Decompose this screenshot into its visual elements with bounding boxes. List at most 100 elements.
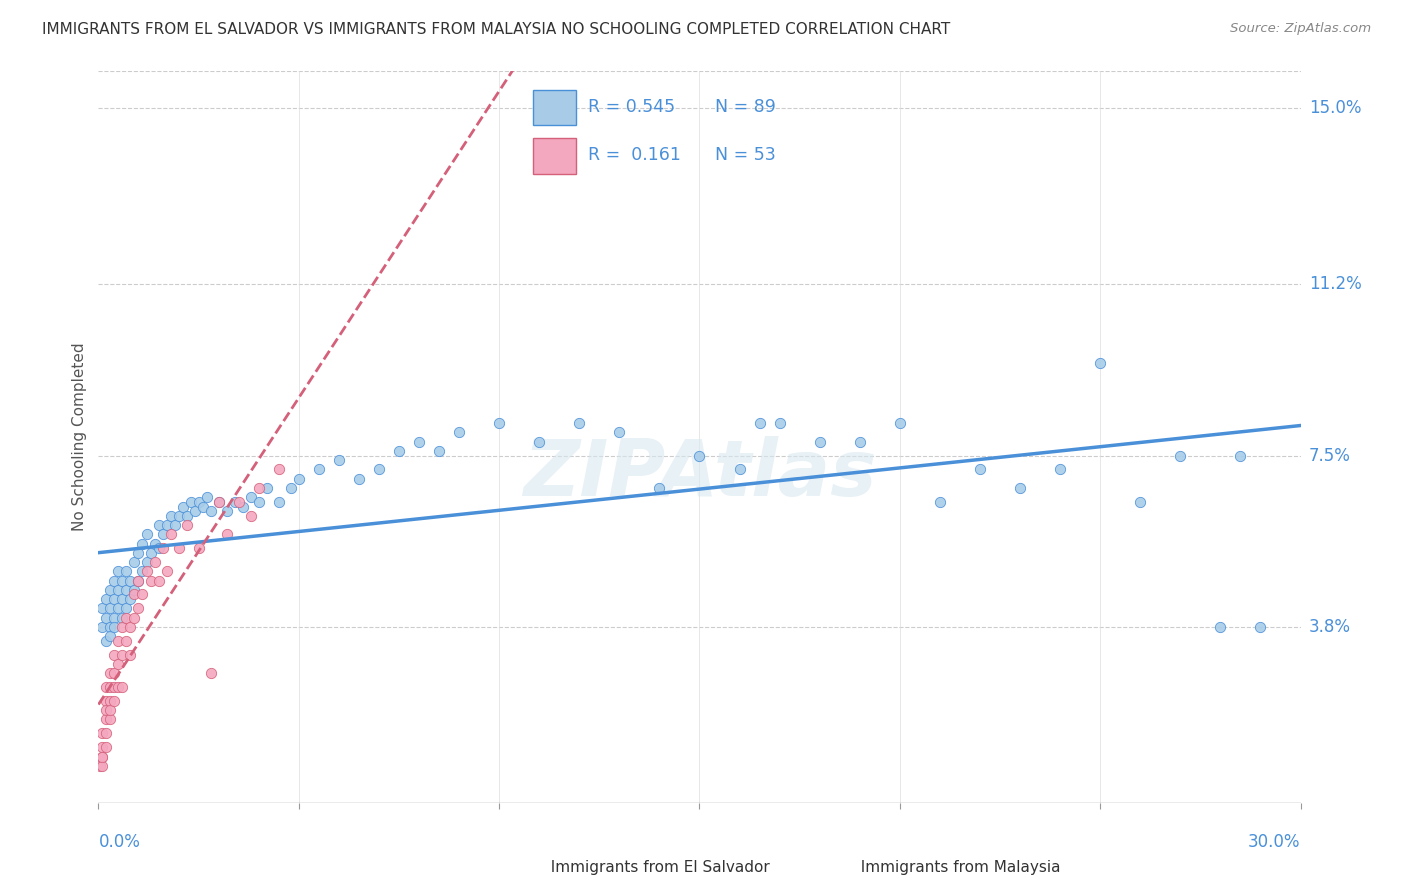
Text: 15.0%: 15.0% (1309, 99, 1361, 118)
Point (135, 527, 157, 541)
Point (1209, 620, 1232, 634)
Point (103, 592, 125, 607)
Text: N = 53: N = 53 (716, 146, 776, 164)
Text: ZIPAtlas: ZIPAtlas (523, 435, 876, 512)
Point (111, 648, 134, 662)
Point (247, 495, 270, 509)
Point (115, 601, 138, 615)
Point (96, 592, 118, 607)
Point (115, 610, 138, 624)
Point (124, 582, 146, 597)
Point (111, 680, 134, 694)
Point (929, 495, 952, 509)
Point (228, 495, 250, 509)
Point (1229, 449, 1251, 463)
Point (103, 610, 125, 624)
Point (96, 703, 118, 717)
Point (176, 518, 198, 533)
Point (103, 648, 125, 662)
Point (167, 508, 190, 523)
Point (96, 713, 118, 727)
Point (120, 648, 142, 662)
Text: 30.0%: 30.0% (1249, 833, 1301, 851)
Point (200, 504, 222, 518)
Point (111, 592, 134, 607)
Point (100, 601, 122, 615)
Point (488, 416, 510, 430)
Point (208, 495, 231, 509)
Point (328, 453, 350, 467)
Point (124, 610, 146, 624)
Point (107, 601, 129, 615)
Point (187, 541, 209, 556)
Point (1170, 449, 1192, 463)
Text: Source: ZipAtlas.com: Source: ZipAtlas.com (1230, 22, 1371, 36)
Point (187, 495, 209, 509)
Point (1049, 462, 1071, 476)
Point (107, 582, 129, 597)
Point (969, 462, 991, 476)
Point (89, 758, 111, 772)
Point (91, 726, 114, 740)
Point (107, 657, 129, 671)
Point (128, 574, 150, 588)
Point (91, 601, 114, 615)
Point (96, 610, 118, 624)
Point (388, 444, 411, 458)
Point (120, 574, 142, 588)
Point (91, 758, 114, 772)
Point (111, 574, 134, 588)
Point (103, 666, 125, 681)
Text: 3.8%: 3.8% (1309, 618, 1351, 636)
Point (208, 495, 231, 509)
Point (96, 680, 118, 694)
Point (107, 633, 129, 648)
Point (163, 518, 186, 533)
Point (100, 629, 122, 643)
Point (111, 610, 134, 624)
Point (91, 749, 114, 764)
Point (191, 500, 214, 514)
Point (135, 555, 157, 569)
Point (176, 508, 198, 523)
Point (120, 592, 142, 607)
Point (120, 620, 142, 634)
Point (529, 434, 551, 449)
Point (768, 416, 790, 430)
Text: IMMIGRANTS FROM EL SALVADOR VS IMMIGRANTS FROM MALAYSIA NO SCHOOLING COMPLETED C: IMMIGRANTS FROM EL SALVADOR VS IMMIGRANT… (42, 22, 950, 37)
Point (128, 574, 150, 588)
Point (103, 680, 125, 694)
Point (1088, 356, 1111, 370)
Point (239, 490, 262, 504)
Point (609, 425, 631, 440)
Point (1129, 495, 1152, 509)
Text: R = 0.545: R = 0.545 (588, 98, 675, 116)
Point (1250, 620, 1272, 634)
Point (124, 587, 146, 601)
Text: Immigrants from El Salvador: Immigrants from El Salvador (541, 860, 770, 874)
Point (648, 481, 671, 495)
Point (111, 620, 134, 634)
Point (808, 434, 831, 449)
Point (100, 694, 122, 708)
Point (849, 434, 872, 449)
Point (96, 633, 118, 648)
Point (183, 504, 205, 518)
Point (107, 565, 129, 579)
Text: 11.2%: 11.2% (1309, 276, 1361, 293)
Point (427, 444, 450, 458)
Point (280, 481, 302, 495)
Point (239, 508, 262, 523)
Point (447, 425, 470, 440)
Point (148, 518, 170, 533)
Point (256, 481, 278, 495)
Point (408, 434, 430, 449)
Point (148, 574, 170, 588)
Point (107, 680, 129, 694)
Point (139, 574, 162, 588)
Point (568, 416, 591, 430)
Point (91, 740, 114, 755)
Point (172, 500, 194, 514)
Point (224, 495, 246, 509)
Point (155, 518, 177, 533)
